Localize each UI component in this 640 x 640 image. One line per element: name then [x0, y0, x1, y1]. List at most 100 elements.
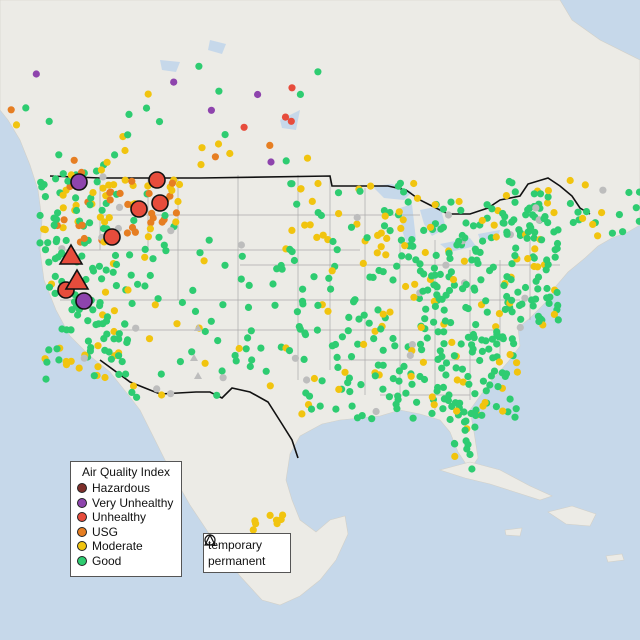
monitor-dot	[207, 106, 215, 114]
monitor-dot	[160, 241, 168, 249]
monitor-dot	[513, 359, 521, 367]
monitor-dot	[494, 383, 502, 391]
monitor-dot	[483, 201, 491, 209]
monitor-dot	[470, 284, 478, 292]
monitor-dot	[495, 358, 503, 366]
monitor-dot	[80, 354, 88, 362]
monitor-dot	[471, 390, 479, 398]
monitor-dot	[363, 234, 371, 242]
monitor-dot	[380, 207, 388, 215]
monitor-dot	[389, 334, 397, 343]
monitor-dot	[324, 307, 332, 315]
state-borders	[60, 175, 560, 410]
monitor-dot	[379, 310, 387, 318]
monitor-dot	[84, 337, 92, 345]
monitor-dot	[168, 179, 176, 187]
monitor-dot	[314, 68, 322, 76]
monitor-dot	[508, 260, 516, 268]
monitor-dot	[251, 517, 259, 525]
monitor-dot	[132, 324, 140, 332]
monitor-dot	[106, 189, 114, 197]
monitor-dot	[464, 333, 472, 341]
monitor-dot	[134, 280, 142, 288]
monitor-dot	[372, 407, 380, 416]
monitor-dot	[524, 255, 532, 263]
monitor-dot	[214, 337, 222, 345]
monitor-dot	[451, 440, 459, 448]
monitor-dot	[413, 398, 421, 406]
monitor-dot	[359, 259, 367, 267]
monitor-dot	[328, 267, 336, 275]
monitor-dot	[437, 225, 445, 233]
monitor-dot	[426, 223, 435, 231]
monitor-dot	[397, 236, 405, 244]
monitor-dot	[521, 283, 530, 292]
monitor-dot	[510, 216, 518, 224]
monitor-dot	[122, 370, 130, 378]
monitor-dot	[594, 232, 602, 240]
monitor-dot	[478, 336, 486, 344]
monitor-dot	[408, 341, 416, 349]
monitor-dot	[115, 330, 123, 338]
monitor-dot	[478, 411, 486, 419]
monitor-dot	[400, 362, 408, 370]
monitor-dot	[279, 511, 287, 519]
monitor-dot	[41, 226, 49, 234]
monitor-dot	[333, 353, 341, 361]
monitor-dot	[213, 391, 221, 399]
monitor-dot	[460, 408, 468, 416]
monitor-dot	[581, 181, 589, 189]
monitor-dot	[554, 226, 562, 234]
monitor-dot	[257, 344, 265, 352]
monitor-dot	[495, 310, 503, 318]
monitor-dot	[511, 198, 519, 206]
monitor-dot	[293, 200, 301, 208]
monitor-dot	[448, 338, 456, 346]
monitor-dot	[436, 270, 444, 278]
monitor-dot	[532, 295, 540, 303]
monitor-dot	[477, 276, 485, 284]
monitor-dot	[493, 328, 501, 336]
monitor-dot	[464, 305, 472, 313]
monitor-dot	[269, 280, 277, 288]
monitor-dot	[115, 352, 123, 360]
monitor-dot	[439, 405, 447, 413]
monitor-dot	[45, 283, 54, 291]
monitor-dot	[468, 256, 476, 264]
monitor-dot	[112, 282, 120, 290]
monitor-dot	[247, 327, 255, 335]
monitor-dot	[503, 228, 511, 236]
monitor-dot	[635, 217, 640, 225]
monitor-dot	[42, 375, 50, 383]
monitor-dot	[314, 179, 322, 188]
monitor-dot	[101, 218, 109, 226]
monitor-dot	[459, 285, 467, 293]
monitor-dot	[74, 311, 82, 319]
monitor-dot	[98, 206, 106, 214]
monitor-dot	[379, 385, 387, 393]
monitor-dot	[485, 345, 493, 353]
monitor-dot	[237, 275, 245, 283]
monitor-dot	[288, 180, 296, 188]
monitor-dot	[96, 299, 104, 307]
monitor-dot	[172, 209, 180, 217]
monitor-dot	[405, 253, 413, 261]
monitor-dot	[327, 285, 335, 293]
monitor-dot	[266, 382, 274, 390]
monitor-dot	[386, 227, 394, 235]
monitor-dot	[319, 231, 327, 239]
monitor-dot	[72, 206, 81, 215]
monitor-dot	[566, 199, 575, 208]
monitor-dot	[45, 346, 53, 354]
monitor-dot	[111, 251, 120, 260]
legend-label: temporary	[208, 538, 263, 552]
monitor-dot	[273, 265, 281, 273]
monitor-dot	[201, 359, 209, 367]
monitor-dot	[530, 234, 538, 242]
monitor-dot	[310, 374, 318, 383]
monitor-dot	[297, 185, 305, 193]
monitor-dot	[382, 251, 390, 259]
monitor-dot	[161, 211, 169, 220]
monitor-dot	[447, 268, 455, 276]
